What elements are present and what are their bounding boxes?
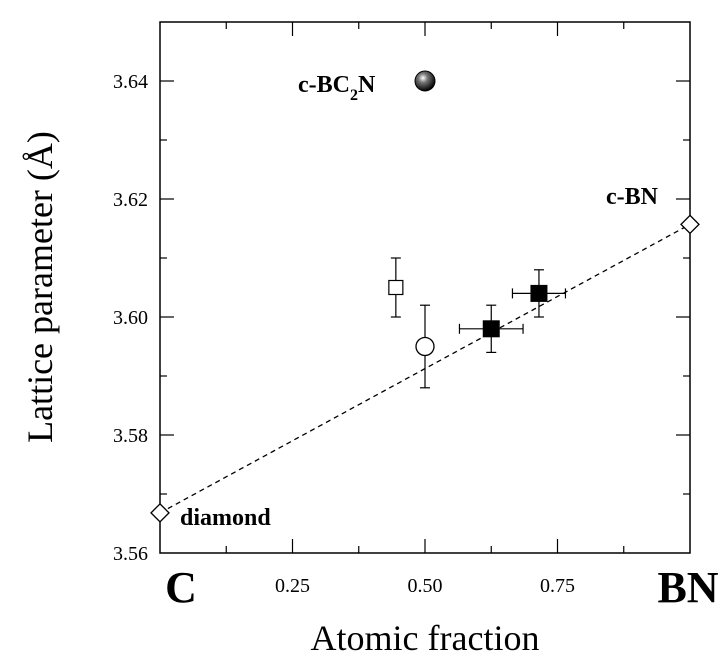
ticks-layer: 0.25 0.50 0.75 3.56 3.58 3.60 3.62 3.64 [113,22,690,597]
annotation-diamond: diamond [180,505,271,531]
data-point-group [388,257,404,318]
annotation-bc2n: c-BC2N [298,72,376,104]
open-circle-marker [415,336,435,357]
x-end-label-right: BN [657,563,718,612]
open-square-marker [388,279,404,296]
y-tick-label: 3.60 [113,307,148,329]
annotation-bc2n-sub: 2 [350,87,358,104]
data-point-group [415,304,435,389]
sphere-marker [414,70,436,92]
data-point-group [511,269,567,318]
data-point-group [458,304,524,353]
x-end-label-left: C [165,563,197,612]
diamond-marker [680,214,700,235]
filled-square-marker [530,284,548,302]
data-point-group [150,502,170,523]
y-tick-label: 3.64 [113,71,148,93]
x-tick-label: 0.75 [540,575,575,597]
diamond-marker [150,502,170,523]
points-layer [150,70,700,523]
filled-square-marker [482,320,500,338]
x-tick-label: 0.25 [275,575,310,597]
x-tick-label: 0.50 [408,575,443,597]
y-tick-label: 3.58 [113,425,148,447]
data-point-group [680,214,700,235]
annotation-bc2n-main: c-BC [298,72,350,98]
y-axis-title: Lattice parameter (Å) [20,131,60,443]
annotation-bc2n-end: N [358,72,376,98]
data-point-group [414,70,436,92]
plot-frame [159,21,691,554]
y-tick-label: 3.62 [113,189,148,211]
annotation-cbn: c-BN [606,184,659,210]
x-axis-title: Atomic fraction [311,618,540,657]
y-tick-label: 3.56 [113,543,148,565]
